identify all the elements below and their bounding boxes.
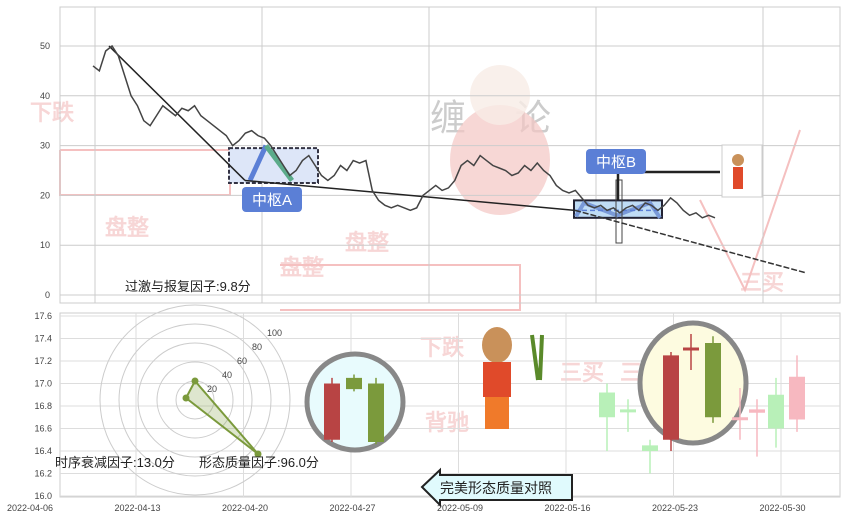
x-tick-label: 2022-05-09: [437, 503, 483, 513]
y-tick-label: 16.8: [34, 401, 52, 411]
candle-body: [663, 355, 679, 440]
pivot-b-label: 中枢B: [586, 149, 647, 174]
x-tick-label: 2022-04-06: [7, 503, 53, 513]
current-pattern-circle: [637, 320, 749, 446]
pliers-icon: [530, 334, 544, 381]
y-tick-label: 17.4: [34, 334, 52, 344]
pivot-a-stroke: [247, 144, 269, 182]
radar-ring: [118, 323, 272, 477]
radar-ring: [137, 342, 253, 458]
mascot-dog-body: [483, 362, 511, 397]
x-tick-label: 2022-05-30: [759, 503, 805, 513]
trend-line-projection: [574, 209, 806, 274]
candle-body: [789, 376, 805, 420]
watermark-word: 盘整: [345, 230, 389, 255]
watermark-word: 盘整: [105, 215, 149, 240]
monk-dog-watermark: [450, 105, 550, 215]
y-tick-label: 50: [40, 41, 50, 51]
top-plot-frame: [59, 6, 841, 304]
x-tick-label: 2022-04-20: [222, 503, 268, 513]
y-tick-label: 16.2: [34, 469, 52, 479]
radar-ring-label: 100: [267, 328, 282, 338]
watermark-arrow: [699, 129, 801, 293]
watermark-arrow: [59, 149, 231, 196]
watermark-word: 下跌: [30, 100, 75, 125]
y-tick-label: 17.6: [34, 311, 52, 321]
price-line: [92, 44, 716, 219]
y-tick-label: 16.6: [34, 424, 52, 434]
x-tick-label: 2022-05-23: [652, 503, 698, 513]
watermark-word: 三买: [560, 360, 604, 385]
candle-body: [705, 343, 721, 418]
watermark-word: 下跌: [420, 335, 465, 360]
pivot-b-stroke: [574, 200, 662, 219]
mascot-dog-head: [482, 327, 512, 363]
y-tick-label: 16.0: [34, 491, 52, 501]
radar-ring-label: 20: [207, 384, 217, 394]
pivot-a-stroke: [263, 144, 295, 182]
candle-body: [346, 377, 362, 390]
watermark-arrow: [280, 264, 521, 311]
quality-factor-label: 形态质量因子:96.0分: [199, 455, 319, 470]
candle-body: [642, 445, 658, 451]
perfect-pattern-circle: [304, 351, 406, 453]
x-tick-label: 2022-05-16: [544, 503, 590, 513]
watermark-word: 背驰: [425, 410, 469, 435]
candle-body: [768, 394, 784, 429]
y-tick-label: 16.4: [34, 446, 52, 456]
decay-factor-label: 时序衰减因子:13.0分: [55, 455, 175, 470]
pivot-a-label: 中枢A: [242, 187, 303, 212]
candle-body: [599, 392, 615, 418]
x-tick-label: 2022-04-13: [114, 503, 160, 513]
y-tick-label: 30: [40, 141, 50, 151]
monk-dog-head-watermark: [470, 65, 530, 125]
compare-arrow-icon: [420, 467, 573, 508]
candle-body: [732, 417, 748, 421]
y-tick-label: 17.2: [34, 356, 52, 366]
radar-ring-label: 40: [222, 370, 232, 380]
overshoot-factor-label: 过激与报复因子:9.8分: [125, 279, 251, 294]
radar-ring-label: 80: [252, 342, 262, 352]
x-tick-label: 2022-04-27: [329, 503, 375, 513]
mascot-body-icon: [733, 167, 743, 189]
candle-body: [683, 347, 699, 351]
mascot-head-icon: [732, 154, 744, 166]
candle-body: [620, 409, 636, 413]
mascot-dog-legs: [485, 397, 509, 429]
y-tick-label: 0: [45, 290, 50, 300]
trend-line: [244, 179, 576, 212]
candle-body: [368, 383, 384, 442]
candle-body: [749, 409, 765, 413]
radar-ring: [156, 361, 234, 439]
radar-ring-label: 60: [237, 356, 247, 366]
radar-area: [184, 379, 259, 455]
watermark-word: 盘整: [280, 255, 324, 280]
y-tick-label: 17.0: [34, 379, 52, 389]
radar-ring: [99, 304, 291, 496]
candle-body: [324, 383, 340, 440]
y-tick-label: 40: [40, 91, 50, 101]
y-tick-label: 20: [40, 190, 50, 200]
compare-label: 完美形态质量对照: [440, 480, 552, 496]
y-tick-label: 10: [40, 240, 50, 250]
